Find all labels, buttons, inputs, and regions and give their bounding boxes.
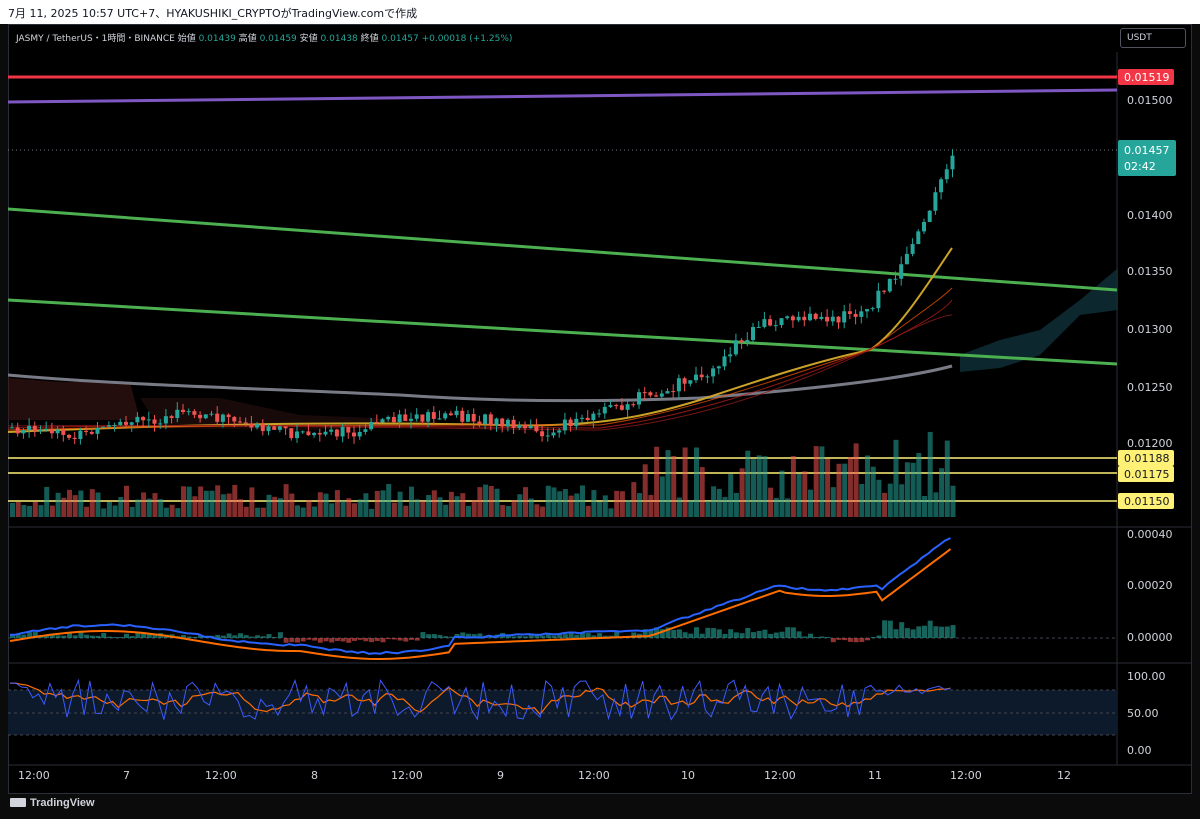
low-value: 0.01438 — [320, 34, 358, 44]
open-value: 0.01439 — [198, 34, 236, 44]
caption-text: 7月 11, 2025 10:57 UTC+7、HYAKUSHIKI_CRYPT… — [8, 7, 418, 20]
open-label: 始値 — [177, 34, 196, 44]
currency-button[interactable]: USDT — [1120, 28, 1186, 48]
low-label: 安値 — [299, 34, 318, 44]
screenshot-caption-bar: 7月 11, 2025 10:57 UTC+7、HYAKUSHIKI_CRYPT… — [0, 0, 1200, 24]
symbol-legend[interactable]: JASMY / TetherUS・1時間・BINANCE 始値 0.01439 … — [16, 31, 512, 44]
tradingview-logo[interactable]: TradingView — [10, 797, 95, 809]
high-value: 0.01459 — [259, 34, 297, 44]
close-value: 0.01457 — [381, 34, 419, 44]
tradingview-logo-icon — [10, 798, 26, 807]
close-label: 終値 — [360, 34, 379, 44]
change-value: +0.00018 (+1.25%) — [421, 34, 513, 44]
chart-frame[interactable] — [8, 24, 1192, 794]
tradingview-brand: TradingView — [30, 797, 95, 809]
high-label: 高値 — [238, 34, 257, 44]
footer-bar — [0, 795, 1200, 819]
symbol-name: JASMY / TetherUS・1時間・BINANCE — [16, 34, 175, 44]
